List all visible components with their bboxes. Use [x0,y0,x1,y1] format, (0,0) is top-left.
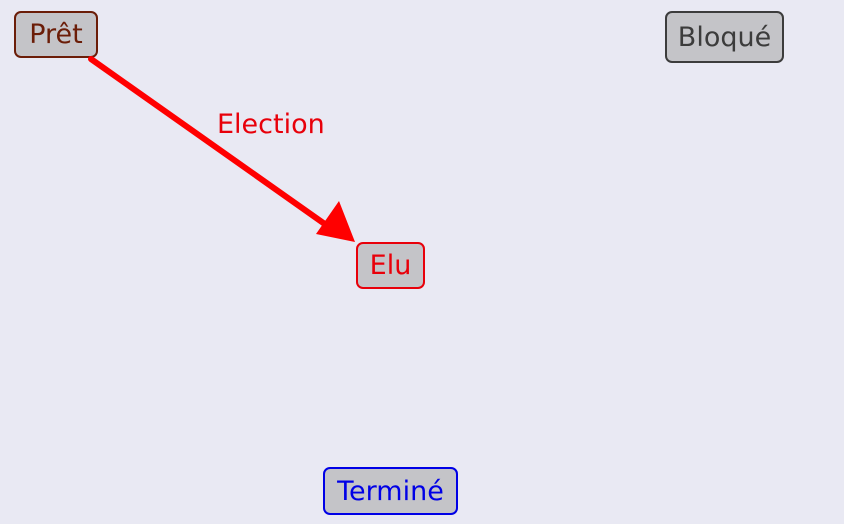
state-node-pret: Prêt [14,11,98,58]
state-node-bloque: Bloqué [665,11,784,63]
transition-label-election: Election [217,109,325,140]
transition-arrow-election [88,56,332,230]
state-node-elu: Elu [356,242,425,289]
arrowhead-icon [316,201,355,242]
state-node-termine: Terminé [323,467,458,515]
